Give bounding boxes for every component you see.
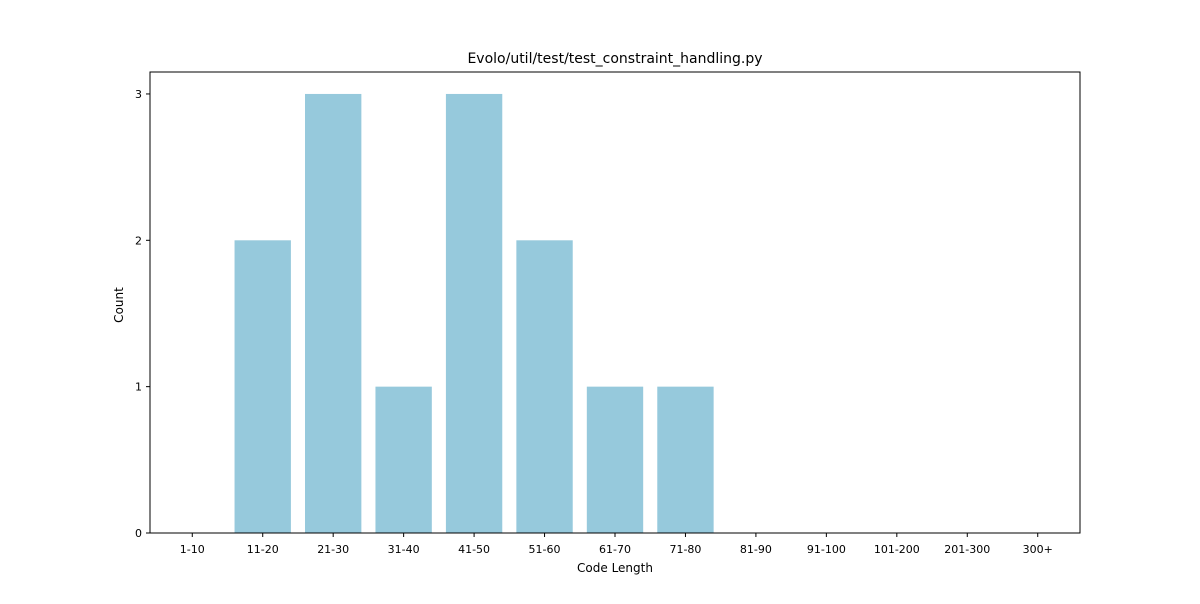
- x-tick-label: 31-40: [388, 543, 420, 556]
- x-tick-label: 101-200: [874, 543, 920, 556]
- chart-title: Evolo/util/test/test_constraint_handling…: [467, 51, 762, 67]
- x-tick-label: 201-300: [944, 543, 990, 556]
- y-tick-label: 2: [135, 234, 142, 247]
- x-tick-label: 91-100: [807, 543, 846, 556]
- x-tick-label: 61-70: [599, 543, 631, 556]
- y-axis-ticks: 0 1 2 3: [135, 88, 150, 540]
- y-tick-label: 0: [135, 527, 142, 540]
- x-tick-label: 41-50: [458, 543, 490, 556]
- plot-area-frame: [149, 71, 1081, 534]
- x-tick-label: 11-20: [247, 543, 279, 556]
- y-axis-label: Count: [112, 287, 126, 323]
- bar-51-60: [516, 240, 573, 534]
- bar-61-70: [586, 386, 644, 533]
- y-tick-label: 3: [135, 88, 142, 101]
- bar-31-40: [375, 386, 432, 533]
- x-axis-label: Code Length: [577, 561, 653, 575]
- bar-71-80: [657, 386, 714, 533]
- x-tick-label: 51-60: [529, 543, 561, 556]
- y-tick-label: 1: [135, 381, 142, 394]
- x-tick-label: 81-90: [740, 543, 772, 556]
- bar-21-30: [305, 93, 362, 533]
- x-axis-ticks: 1-10 11-20 21-30 31-40 41-50 51-60 61-70 71-80 8…: [180, 533, 1053, 556]
- x-tick-label: 1-10: [180, 543, 205, 556]
- bars-group: [234, 93, 714, 534]
- bar-11-20: [234, 240, 291, 534]
- x-tick-label: 21-30: [317, 543, 349, 556]
- x-tick-label: 71-80: [669, 543, 701, 556]
- x-tick-label: 300+: [1023, 543, 1053, 556]
- bar-41-50: [445, 93, 503, 533]
